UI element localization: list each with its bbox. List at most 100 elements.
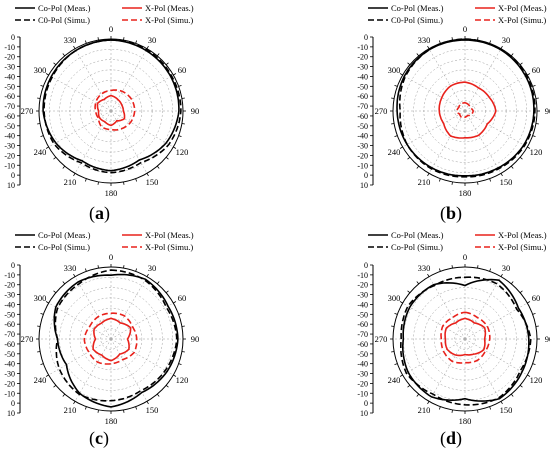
angle-tick-mark bbox=[37, 351, 41, 353]
grid-spoke bbox=[110, 276, 148, 340]
angle-tick-label: 60 bbox=[178, 65, 187, 75]
series-xpol_meas bbox=[444, 317, 487, 357]
series-xpol_simu bbox=[94, 89, 136, 131]
radial-tick-label: -30 bbox=[4, 63, 15, 72]
angle-tick-label: 180 bbox=[105, 188, 118, 198]
series-xpol_meas bbox=[96, 94, 126, 127]
angle-tick-mark bbox=[156, 53, 160, 57]
angle-tick-mark bbox=[73, 45, 76, 49]
radial-tick-label: 10 bbox=[360, 181, 368, 190]
angle-tick-label: 30 bbox=[148, 263, 157, 273]
angle-tick-label: 180 bbox=[459, 188, 472, 198]
angle-tick-mark bbox=[451, 37, 453, 41]
radial-tick-label: -10 bbox=[4, 389, 15, 398]
grid-spoke bbox=[110, 48, 148, 112]
angle-tick-mark bbox=[527, 301, 531, 304]
angle-tick-mark bbox=[438, 40, 441, 44]
grid-spoke bbox=[74, 276, 112, 340]
grid-spoke bbox=[464, 110, 502, 174]
grid-spoke bbox=[428, 338, 466, 402]
angle-tick-mark bbox=[53, 62, 57, 66]
angle-tick-label: 120 bbox=[176, 375, 189, 385]
polar-panel-c: 03060901201501802102402703003300-10-20-3… bbox=[4, 230, 199, 426]
angle-tick-mark bbox=[394, 84, 398, 87]
grid-spoke bbox=[428, 48, 466, 112]
radial-tick-label: -20 bbox=[4, 151, 15, 160]
legend-label-copol_meas: Co-Pol (Meas.) bbox=[38, 3, 91, 13]
radial-tick-label: -60 bbox=[4, 112, 15, 121]
angle-tick-mark bbox=[489, 178, 492, 182]
radial-tick-label: -70 bbox=[357, 330, 368, 339]
angle-tick-mark bbox=[123, 265, 125, 269]
angle-tick-label: 60 bbox=[532, 293, 541, 303]
angle-tick-mark bbox=[173, 73, 177, 76]
radial-tick-label: -70 bbox=[4, 102, 15, 111]
angle-tick-mark bbox=[181, 325, 185, 327]
angle-tick-mark bbox=[84, 268, 87, 272]
angle-tick-mark bbox=[532, 363, 536, 366]
angle-tick-mark bbox=[391, 123, 395, 125]
angle-tick-mark bbox=[391, 97, 395, 99]
angle-tick-label: 90 bbox=[191, 334, 200, 344]
grid-spoke bbox=[402, 110, 466, 148]
grid-circle bbox=[100, 328, 122, 350]
radial-tick-label: -30 bbox=[357, 142, 368, 151]
radial-tick-label: -40 bbox=[4, 300, 15, 309]
angle-tick-label: 180 bbox=[105, 416, 118, 426]
angle-tick-mark bbox=[427, 173, 430, 177]
legend-label-copol_meas: Co-Pol (Meas.) bbox=[391, 230, 444, 240]
radial-tick-label: -20 bbox=[357, 281, 368, 290]
angle-tick-mark bbox=[416, 393, 420, 397]
radial-tick-label: -20 bbox=[4, 281, 15, 290]
grid-circle bbox=[79, 307, 143, 371]
radial-tick-label: -30 bbox=[4, 291, 15, 300]
angle-tick-mark bbox=[391, 351, 395, 353]
grid-circle bbox=[79, 79, 143, 143]
angle-tick-mark bbox=[178, 135, 182, 138]
radial-tick-label: -50 bbox=[4, 82, 15, 91]
radial-tick-label: -50 bbox=[4, 350, 15, 359]
angle-tick-mark bbox=[500, 45, 503, 49]
angle-tick-mark bbox=[477, 265, 479, 269]
angle-tick-mark bbox=[135, 268, 138, 272]
angle-tick-mark bbox=[156, 393, 160, 397]
radial-tick-label: 0 bbox=[11, 261, 15, 270]
radial-tick-label: 0 bbox=[11, 171, 15, 180]
angle-tick-mark bbox=[178, 84, 182, 87]
grid-spoke bbox=[48, 338, 112, 376]
angle-tick-mark bbox=[407, 384, 411, 388]
angle-tick-label: 90 bbox=[545, 334, 550, 344]
legend-label-copol_meas: Co-Pol (Meas.) bbox=[38, 230, 91, 240]
angle-tick-mark bbox=[62, 53, 66, 57]
radial-tick-label: -60 bbox=[4, 92, 15, 101]
angle-tick-mark bbox=[97, 181, 99, 185]
series-xpol_simu bbox=[83, 312, 138, 365]
angle-tick-mark bbox=[53, 384, 57, 388]
radial-tick-label: -30 bbox=[357, 370, 368, 379]
angle-tick-mark bbox=[173, 301, 177, 304]
angle-tick-label: 30 bbox=[502, 35, 511, 45]
grid-spoke bbox=[110, 302, 174, 340]
radial-tick-label: -40 bbox=[4, 132, 15, 141]
angle-tick-mark bbox=[146, 173, 149, 177]
angle-tick-mark bbox=[40, 135, 44, 138]
angle-tick-mark bbox=[84, 406, 87, 410]
angle-tick-mark bbox=[178, 363, 182, 366]
angle-tick-mark bbox=[535, 351, 539, 353]
angle-tick-label: 210 bbox=[418, 405, 431, 415]
polar-panel-d: 03060901201501802102402703003300-10-20-3… bbox=[357, 230, 550, 426]
angle-tick-label: 30 bbox=[502, 263, 511, 273]
radial-tick-label: 10 bbox=[360, 409, 368, 418]
angle-tick-label: 300 bbox=[34, 293, 47, 303]
series-copol_meas bbox=[42, 39, 180, 172]
angle-tick-label: 240 bbox=[388, 147, 401, 157]
radial-tick-label: -20 bbox=[357, 379, 368, 388]
legend-label-xpol_simu: X-Pol (Simu.) bbox=[498, 15, 546, 25]
grid-spoke bbox=[464, 276, 502, 340]
radial-tick-label: -60 bbox=[357, 320, 368, 329]
angle-tick-mark bbox=[97, 37, 99, 41]
angle-tick-mark bbox=[146, 273, 149, 277]
angle-tick-mark bbox=[45, 73, 49, 76]
grid-spoke bbox=[464, 338, 502, 402]
